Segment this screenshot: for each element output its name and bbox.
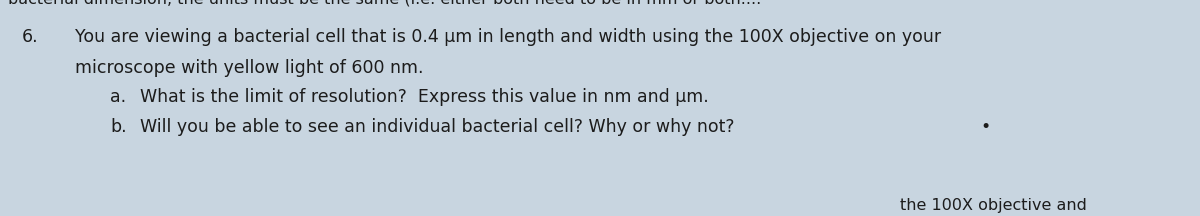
Text: b.: b. <box>110 118 127 136</box>
Text: a.: a. <box>110 88 126 106</box>
Text: You are viewing a bacterial cell that is 0.4 μm in length and width using the 10: You are viewing a bacterial cell that is… <box>74 28 941 46</box>
Text: microscope with yellow light of 600 nm.: microscope with yellow light of 600 nm. <box>74 59 424 77</box>
Text: •: • <box>980 118 990 136</box>
Text: 6.: 6. <box>22 28 38 46</box>
Text: What is the limit of resolution?  Express this value in nm and μm.: What is the limit of resolution? Express… <box>140 88 709 106</box>
Text: bacterial dimension, the units must be the same (i.e. either both need to be in : bacterial dimension, the units must be t… <box>8 0 761 6</box>
Text: Will you be able to see an individual bacterial cell? Why or why not?: Will you be able to see an individual ba… <box>140 118 734 136</box>
Text: the 100X objective and: the 100X objective and <box>900 198 1087 213</box>
